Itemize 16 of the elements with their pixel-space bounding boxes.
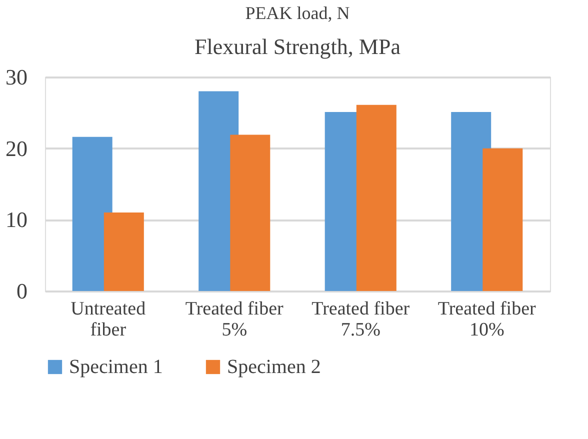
bar: [104, 212, 144, 291]
x-tick-label: Untreated fiber: [70, 298, 146, 340]
legend-label: Specimen 1: [69, 356, 163, 378]
x-tick-label: Treated fiber 5%: [185, 298, 284, 340]
y-tick-label: 10: [6, 207, 28, 232]
y-tick-label: 0: [16, 278, 28, 304]
legend-label: Specimen 2: [227, 356, 321, 378]
bar: [482, 148, 523, 291]
x-tick-label: Treated fiber 7.5%: [312, 298, 410, 340]
bar: [356, 104, 396, 291]
y-tick-label: 20: [6, 136, 28, 161]
chart-subtitle: Flexural Strength, MPa: [194, 34, 401, 59]
bar: [230, 134, 270, 291]
x-tick-label: Treated fiber 10%: [438, 298, 537, 340]
y-tick-label: 30: [6, 64, 28, 90]
chart-title: PEAK load, N: [245, 3, 350, 23]
